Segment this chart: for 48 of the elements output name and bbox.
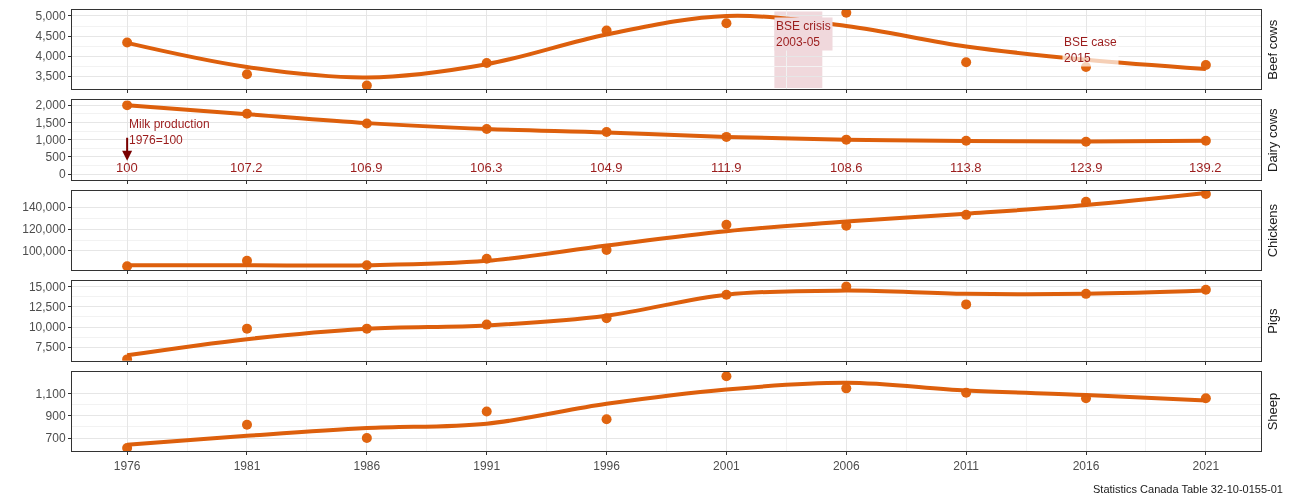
x-tick-label: 2011 — [953, 458, 980, 473]
y-tick-label: 1,100 — [35, 387, 66, 402]
x-tick-label: 2006 — [832, 458, 860, 473]
text: Chickens — [1264, 203, 1280, 258]
annotation: 139.2 — [1189, 160, 1222, 175]
y-tick-label: 5,000 — [35, 9, 66, 24]
y-tick-label: 7,500 — [35, 340, 66, 355]
y-tick-label: 700 — [45, 431, 66, 446]
annotation: BSE case 2015 — [1064, 35, 1118, 65]
annotation: 106.3 — [470, 160, 503, 175]
y-tick-label: 1,000 — [35, 132, 66, 147]
y-tick-label: 1,500 — [35, 115, 66, 130]
text: Dairy cows — [1264, 107, 1280, 172]
y-tick-label: 2,000 — [35, 98, 66, 113]
y-tick-label: 0 — [58, 167, 66, 182]
text: Sheep — [1264, 392, 1280, 431]
annotation: 113.8 — [950, 160, 982, 175]
y-tick-label: 4,500 — [35, 29, 66, 44]
text: Statistics Canada Table 32-10-0155-01 — [1093, 483, 1283, 495]
x-tick-label: 1986 — [353, 458, 381, 473]
annotation: 108.6 — [830, 160, 863, 175]
y-tick-label: 100,000 — [22, 244, 66, 259]
x-tick-label: 2001 — [713, 458, 741, 473]
y-tick-label: 500 — [45, 150, 66, 165]
annotation: Milk production 1976=100 — [129, 117, 210, 147]
y-tick-label: 3,500 — [35, 69, 66, 84]
x-tick-label: 1996 — [593, 458, 621, 473]
x-tick-label: 2016 — [1072, 458, 1100, 473]
x-tick-label: 1981 — [233, 458, 261, 473]
text: Beef cows — [1264, 19, 1280, 80]
y-tick-label: 12,500 — [28, 300, 66, 314]
text: Pigs — [1264, 307, 1280, 334]
y-tick-label: 4,000 — [35, 49, 66, 64]
annotation: 123.9 — [1070, 160, 1103, 175]
x-tick-label: 1976 — [113, 458, 141, 473]
annotation: 107.2 — [230, 160, 263, 175]
annotation: 104.9 — [590, 160, 623, 175]
x-tick-label: 2021 — [1192, 458, 1220, 473]
x-tick-label: 1991 — [473, 458, 501, 473]
y-tick-label: 900 — [45, 409, 66, 424]
y-tick-label: 15,000 — [28, 279, 66, 294]
annotation: 106.9 — [350, 160, 383, 175]
y-tick-label: 120,000 — [22, 222, 66, 237]
annotation: 111.9 — [711, 160, 742, 175]
y-tick-label: 10,000 — [28, 320, 66, 335]
annotation: 100 — [116, 160, 138, 175]
y-tick-label: 140,000 — [22, 200, 66, 215]
band-label: BSE crisis 2003-05 — [776, 19, 831, 49]
